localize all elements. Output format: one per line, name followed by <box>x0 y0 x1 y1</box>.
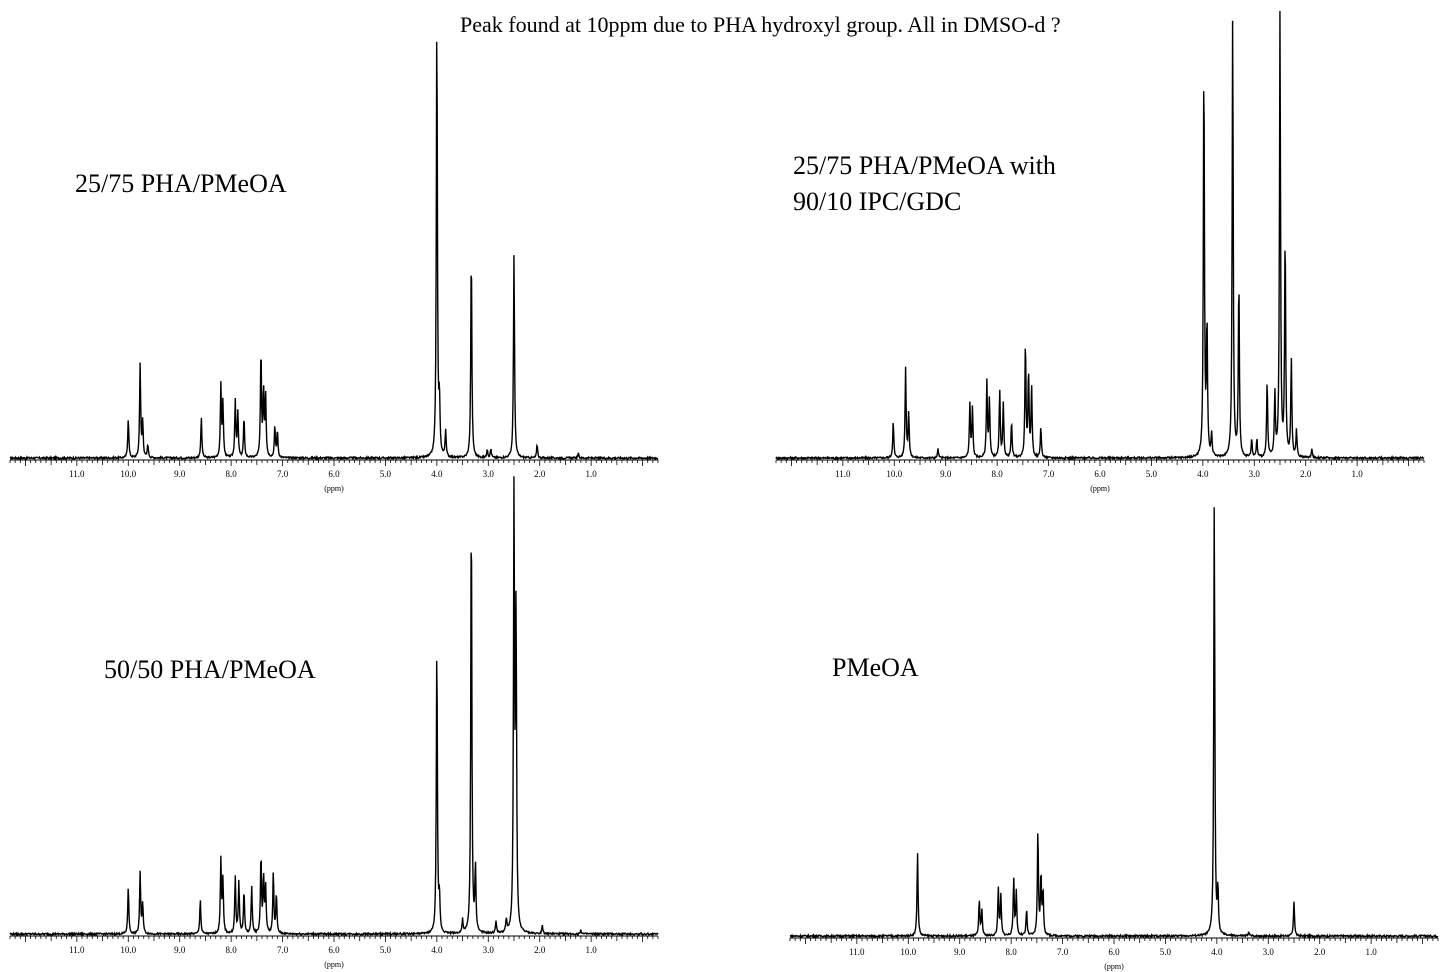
x-tick-label: 3.0 <box>1249 469 1261 479</box>
x-tick-label: 1.0 <box>1352 469 1364 479</box>
spectrum-title: 25/75 PHA/PMeOA with 90/10 IPC/GDC <box>793 148 1056 220</box>
x-tick-label: 2.0 <box>1314 947 1326 957</box>
x-tick-label: 10.0 <box>120 945 136 955</box>
x-tick-label: 3.0 <box>1263 947 1275 957</box>
x-tick-label: 11.0 <box>835 469 851 479</box>
x-tick-label: 6.0 <box>328 945 340 955</box>
x-axis-label: (ppm) <box>324 484 344 493</box>
x-tick-label: 5.0 <box>1160 947 1172 957</box>
x-tick-label: 8.0 <box>992 469 1004 479</box>
x-tick-label: 9.0 <box>954 947 966 957</box>
x-tick-label: 10.0 <box>120 469 136 479</box>
x-axis-ticks <box>775 460 1425 466</box>
x-tick-label: 2.0 <box>1300 469 1312 479</box>
x-tick-label: 1.0 <box>586 469 598 479</box>
x-tick-label: 11.0 <box>849 947 865 957</box>
x-tick-label: 4.0 <box>431 945 443 955</box>
spectrum-title-text: 25/75 PHA/PMeOA with 90/10 IPC/GDC <box>793 151 1056 216</box>
x-tick-label: 4.0 <box>431 469 443 479</box>
x-axis-label: (ppm) <box>324 960 344 969</box>
x-tick-label: 7.0 <box>1057 947 1069 957</box>
spectrum-title: 25/75 PHA/PMeOA <box>75 169 287 198</box>
x-tick-label: 8.0 <box>226 469 238 479</box>
x-tick-label: 5.0 <box>380 469 392 479</box>
x-tick-label: 7.0 <box>277 945 289 955</box>
x-tick-label: 9.0 <box>174 945 186 955</box>
x-axis-ticks <box>9 936 659 942</box>
x-tick-label: 1.0 <box>586 945 598 955</box>
x-tick-label: 7.0 <box>277 469 289 479</box>
x-tick-label: 1.0 <box>1366 947 1378 957</box>
x-tick-label: 3.0 <box>483 469 495 479</box>
spectrum-line <box>9 41 659 462</box>
x-tick-label: 9.0 <box>174 469 186 479</box>
x-axis-label: (ppm) <box>1104 962 1124 971</box>
x-tick-label: 11.0 <box>69 469 85 479</box>
x-tick-label: 3.0 <box>483 945 495 955</box>
spectrum-title: PMeOA <box>832 653 919 682</box>
x-tick-label: 10.0 <box>900 947 916 957</box>
x-tick-label: 6.0 <box>1094 469 1106 479</box>
x-axis-label: (ppm) <box>1090 484 1110 493</box>
x-tick-label: 7.0 <box>1043 469 1055 479</box>
x-tick-label: 4.0 <box>1197 469 1209 479</box>
x-tick-label: 4.0 <box>1211 947 1223 957</box>
x-tick-label: 5.0 <box>1146 469 1158 479</box>
x-tick-label: 11.0 <box>69 945 85 955</box>
x-tick-label: 8.0 <box>226 945 238 955</box>
x-tick-label: 8.0 <box>1006 947 1018 957</box>
x-tick-label: 9.0 <box>940 469 952 479</box>
spectrum-line <box>775 10 1425 461</box>
note-text: Peak found at 10ppm due to PHA hydroxyl … <box>460 12 1061 37</box>
spectrum-title: 50/50 PHA/PMeOA <box>104 655 316 684</box>
x-tick-label: 6.0 <box>328 469 340 479</box>
spectrum-line <box>789 507 1439 940</box>
x-axis-ticks <box>789 938 1439 944</box>
x-tick-label: 5.0 <box>380 945 392 955</box>
x-tick-label: 6.0 <box>1108 947 1120 957</box>
x-tick-label: 2.0 <box>534 945 546 955</box>
x-tick-label: 2.0 <box>534 469 546 479</box>
x-axis-ticks <box>9 460 659 466</box>
spectrum-line <box>9 476 659 938</box>
x-tick-label: 10.0 <box>886 469 902 479</box>
